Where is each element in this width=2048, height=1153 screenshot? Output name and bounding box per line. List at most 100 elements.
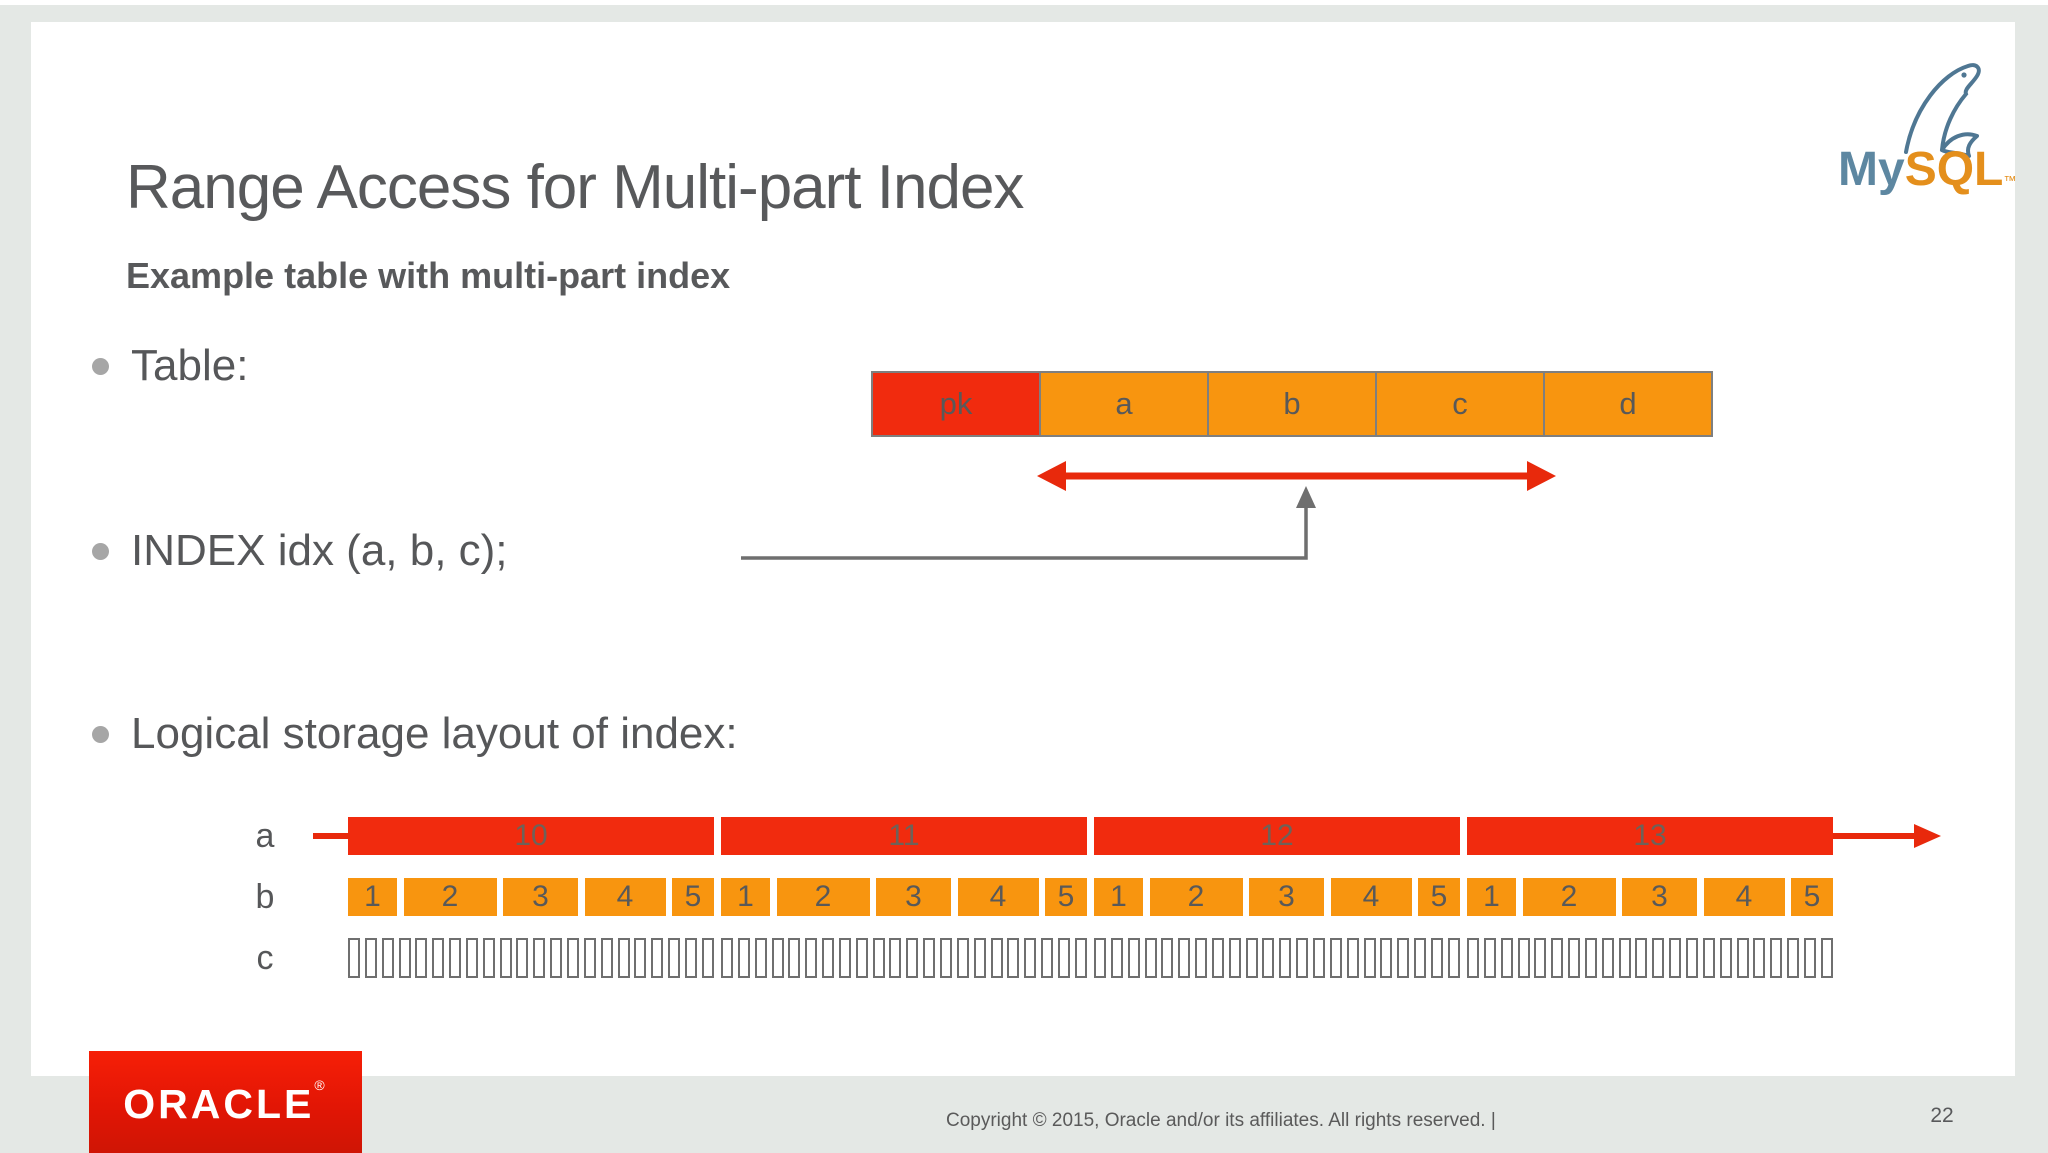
c-cell	[1195, 938, 1208, 978]
b-cell: 3	[1249, 878, 1324, 916]
c-cell	[1110, 938, 1123, 978]
c-cell	[1329, 938, 1342, 978]
c-cell	[1094, 938, 1106, 978]
b-cell: 5	[1791, 878, 1833, 916]
b-cell: 3	[876, 878, 951, 916]
bullet-dot	[92, 357, 109, 375]
c-cell	[889, 938, 902, 978]
c-cell	[1363, 938, 1376, 978]
c-cell	[465, 938, 478, 978]
bullet-logical-layout: Logical storage layout of index:	[92, 709, 738, 759]
oracle-logo-text: ORACLE®	[123, 1076, 328, 1127]
c-cell	[1447, 938, 1460, 978]
a-segment-13: 13	[1467, 817, 1833, 855]
b-cell: 1	[721, 878, 770, 916]
oracle-registered-mark: ®	[314, 1076, 328, 1093]
c-cell	[1483, 938, 1496, 978]
c-cell	[533, 938, 546, 978]
c-cell	[1635, 938, 1648, 978]
slide-canvas: Range Access for Multi-part Index Exampl…	[31, 22, 2016, 1076]
example-table-diagram: pk a b c d	[871, 371, 1721, 437]
page-number: 22	[1930, 1104, 1954, 1127]
b-cell: 4	[584, 878, 666, 916]
c-cell	[1296, 938, 1309, 978]
b-cell: 3	[503, 878, 578, 916]
c-cell	[1719, 938, 1732, 978]
c-cell	[634, 938, 647, 978]
index-row-label-a: a	[255, 817, 275, 855]
c-cell	[516, 938, 529, 978]
c-cell	[1397, 938, 1410, 978]
c-cell	[754, 938, 767, 978]
c-cell	[1517, 938, 1530, 978]
c-cell	[822, 938, 835, 978]
c-cell	[1702, 938, 1715, 978]
c-group-3	[1094, 938, 1460, 978]
b-cell: 1	[348, 878, 397, 916]
index-c-row	[348, 938, 1833, 978]
c-cell	[990, 938, 1003, 978]
a-segment-12: 12	[1094, 817, 1460, 855]
c-cell	[737, 938, 750, 978]
bullet-index-label: INDEX idx (a, b, c);	[131, 526, 508, 575]
c-cell	[872, 938, 885, 978]
c-cell	[499, 938, 512, 978]
b-cell: 1	[1094, 878, 1143, 916]
a-segment-10: 10	[348, 817, 714, 855]
bullet-dot	[92, 542, 109, 560]
c-cell	[668, 938, 681, 978]
index-a-row: 10 11 12 13	[348, 817, 1833, 855]
c-cell	[1736, 938, 1749, 978]
index-row-label-c: c	[256, 939, 274, 977]
c-cell	[805, 938, 818, 978]
c-cell	[1057, 938, 1070, 978]
c-cell	[838, 938, 851, 978]
b-cell: 3	[1622, 878, 1697, 916]
c-cell	[381, 938, 394, 978]
c-cell	[1380, 938, 1393, 978]
a-segment-11: 11	[721, 817, 1087, 855]
bullet-dot	[92, 725, 109, 743]
c-cell	[1262, 938, 1275, 978]
b-cell: 4	[957, 878, 1039, 916]
c-group-1	[348, 938, 714, 978]
c-cell	[1787, 938, 1800, 978]
c-cell	[1803, 938, 1816, 978]
b-cell: 4	[1330, 878, 1412, 916]
c-cell	[348, 938, 360, 978]
c-cell	[1127, 938, 1140, 978]
c-cell	[721, 938, 733, 978]
c-cell	[651, 938, 664, 978]
c-cell	[364, 938, 377, 978]
c-cell	[1534, 938, 1547, 978]
c-cell	[1753, 938, 1766, 978]
c-cell	[1467, 938, 1479, 978]
c-group-4	[1467, 938, 1833, 978]
c-cell	[1279, 938, 1292, 978]
table-cell-a: a	[1039, 371, 1209, 437]
c-cell	[1312, 938, 1325, 978]
c-cell	[973, 938, 986, 978]
c-cell	[1601, 938, 1614, 978]
c-cell	[1211, 938, 1224, 978]
c-cell	[1414, 938, 1427, 978]
mysql-wordmark-sql: SQL	[1904, 143, 2004, 196]
c-cell	[1568, 938, 1581, 978]
slide-title: Range Access for Multi-part Index	[126, 153, 1024, 222]
top-white-strip	[0, 0, 2048, 5]
mysql-wordmark-my: My	[1838, 143, 1905, 196]
c-cell	[398, 938, 411, 978]
c-cell	[617, 938, 630, 978]
c-cell	[1652, 938, 1665, 978]
table-cell-pk: pk	[871, 371, 1041, 437]
c-cell	[432, 938, 445, 978]
b-cell: 2	[403, 878, 497, 916]
c-cell	[1618, 938, 1631, 978]
c-cell	[482, 938, 495, 978]
